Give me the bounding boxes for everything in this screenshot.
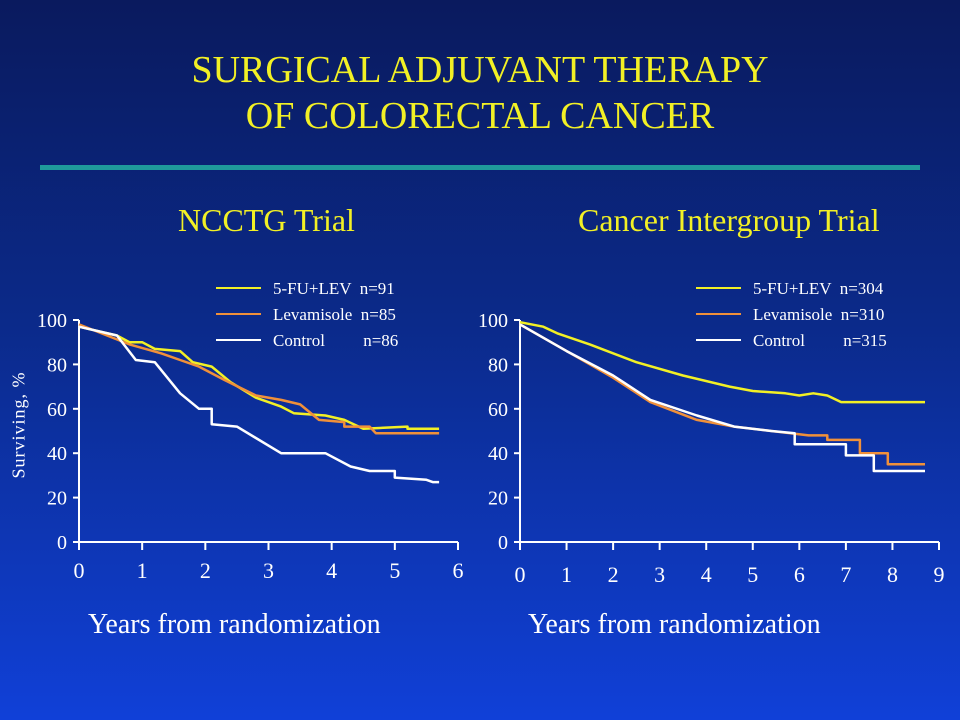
- x-tick-label: 3: [654, 562, 665, 587]
- intergroup-survival-chart: 0 20 40 60 80 100 0 1 2 3 4 5 6 7 8 9 5-FU+LEV n=304 Leva…: [478, 279, 945, 587]
- x-tick-label: 0: [515, 562, 526, 587]
- x-tick-label: 7: [840, 562, 851, 587]
- y-tick-label: 0: [498, 532, 508, 554]
- x-tick-label: 3: [263, 558, 274, 583]
- y-tick-label: 40: [47, 443, 67, 465]
- chart-2-title: Cancer Intergroup Trial: [578, 202, 880, 238]
- legend-label: Levamisole n=85: [273, 305, 396, 324]
- series-line-0: [519, 320, 925, 404]
- x-tick-label: 4: [326, 558, 337, 583]
- x-tick-label: 1: [137, 558, 148, 583]
- legend-label: Control n=86: [273, 331, 398, 350]
- x-tick-label: 5: [747, 562, 758, 587]
- y-tick-label: 80: [488, 354, 508, 376]
- x-tick-label: 8: [887, 562, 898, 587]
- chart-2-x-axis-label: Years from randomization: [528, 609, 821, 640]
- y-tick-label: 20: [47, 488, 67, 510]
- x-tick-label: 6: [794, 562, 805, 587]
- y-tick-label: 100: [478, 310, 508, 332]
- series-line-2: [519, 323, 925, 473]
- series-line-2: [78, 325, 440, 484]
- x-tick-label: 1: [561, 562, 572, 587]
- y-tick-label: 100: [37, 310, 67, 332]
- slide-title-line-2: OF COLORECTAL CANCER: [245, 95, 715, 137]
- series-line-1: [78, 323, 440, 435]
- x-tick-label: 6: [453, 558, 464, 583]
- title-divider: [40, 165, 920, 170]
- legend-label: 5-FU+LEV n=304: [753, 279, 884, 298]
- y-tick-label: 60: [488, 399, 508, 421]
- y-tick-label: 60: [47, 399, 67, 421]
- y-tick-label: 40: [488, 443, 508, 465]
- x-tick-label: 4: [701, 562, 712, 587]
- slide-title-line-1: SURGICAL ADJUVANT THERAPY: [191, 49, 769, 91]
- legend-label: Levamisole n=310: [753, 305, 884, 324]
- legend-label: Control n=315: [753, 331, 887, 350]
- y-tick-label: 0: [57, 532, 67, 554]
- y-tick-label: 20: [488, 488, 508, 510]
- x-tick-label: 2: [608, 562, 619, 587]
- x-tick-label: 5: [389, 558, 400, 583]
- nc-ctg-survival-chart: 0 20 40 60 80 100 0 1 2 3 4 5 6 5-FU+LEV n=91 Levamiso…: [37, 279, 464, 583]
- y-tick-label: 80: [47, 354, 67, 376]
- x-tick-label: 2: [200, 558, 211, 583]
- chart-1-y-axis-label: Surviving, %: [8, 371, 29, 479]
- legend-label: 5-FU+LEV n=91: [273, 279, 395, 298]
- chart-1-x-axis-label: Years from randomization: [88, 609, 381, 640]
- x-tick-label: 9: [934, 562, 945, 587]
- series-line-1: [519, 323, 925, 466]
- chart-1-title: NCCTG Trial: [178, 202, 355, 238]
- x-tick-label: 0: [74, 558, 85, 583]
